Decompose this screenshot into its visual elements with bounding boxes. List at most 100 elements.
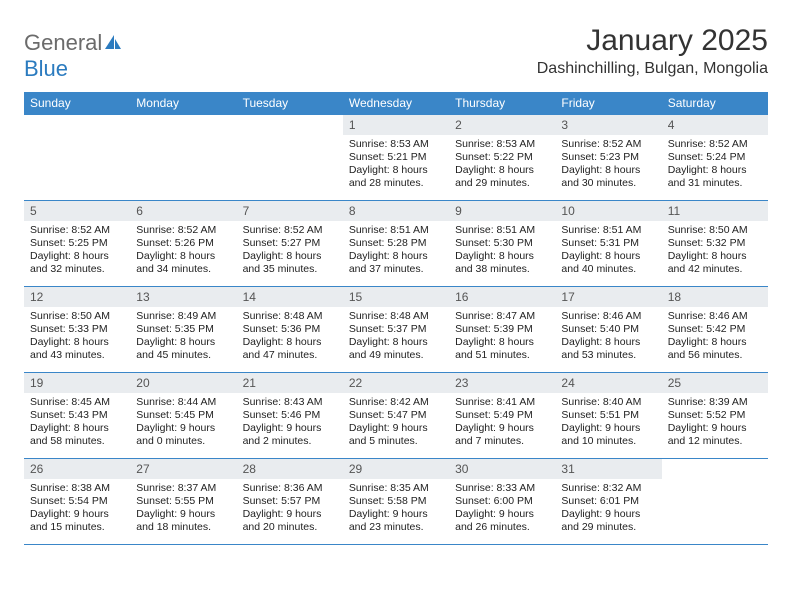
- daylight-text-1: Daylight: 9 hours: [668, 422, 762, 435]
- calendar-day-cell: 3Sunrise: 8:52 AMSunset: 5:23 PMDaylight…: [555, 115, 661, 201]
- sunrise-text: Sunrise: 8:33 AM: [455, 482, 549, 495]
- daylight-text-2: and 45 minutes.: [136, 349, 230, 362]
- sunset-text: Sunset: 6:00 PM: [455, 495, 549, 508]
- day-info: Sunrise: 8:52 AMSunset: 5:23 PMDaylight:…: [555, 135, 661, 195]
- calendar-week-row: 26Sunrise: 8:38 AMSunset: 5:54 PMDayligh…: [24, 459, 768, 545]
- daylight-text-2: and 15 minutes.: [30, 521, 124, 534]
- sunrise-text: Sunrise: 8:51 AM: [455, 224, 549, 237]
- day-info: Sunrise: 8:52 AMSunset: 5:25 PMDaylight:…: [24, 221, 130, 281]
- calendar-week-row: 5Sunrise: 8:52 AMSunset: 5:25 PMDaylight…: [24, 201, 768, 287]
- day-number: 26: [24, 459, 130, 479]
- daylight-text-1: Daylight: 8 hours: [30, 250, 124, 263]
- sunrise-text: Sunrise: 8:45 AM: [30, 396, 124, 409]
- calendar-day-cell: 8Sunrise: 8:51 AMSunset: 5:28 PMDaylight…: [343, 201, 449, 287]
- calendar-day-cell: 1Sunrise: 8:53 AMSunset: 5:21 PMDaylight…: [343, 115, 449, 201]
- calendar-day-cell: 29Sunrise: 8:35 AMSunset: 5:58 PMDayligh…: [343, 459, 449, 545]
- day-info: Sunrise: 8:53 AMSunset: 5:21 PMDaylight:…: [343, 135, 449, 195]
- day-info: Sunrise: 8:51 AMSunset: 5:30 PMDaylight:…: [449, 221, 555, 281]
- sunrise-text: Sunrise: 8:46 AM: [561, 310, 655, 323]
- calendar-day-cell: [130, 115, 236, 201]
- day-number: 16: [449, 287, 555, 307]
- sunset-text: Sunset: 5:52 PM: [668, 409, 762, 422]
- day-number: 21: [237, 373, 343, 393]
- daylight-text-1: Daylight: 8 hours: [455, 336, 549, 349]
- daylight-text-2: and 32 minutes.: [30, 263, 124, 276]
- weekday-header: Wednesday: [343, 92, 449, 115]
- calendar-day-cell: 23Sunrise: 8:41 AMSunset: 5:49 PMDayligh…: [449, 373, 555, 459]
- day-number: 27: [130, 459, 236, 479]
- sunset-text: Sunset: 5:51 PM: [561, 409, 655, 422]
- sunset-text: Sunset: 5:54 PM: [30, 495, 124, 508]
- sunrise-text: Sunrise: 8:41 AM: [455, 396, 549, 409]
- sunset-text: Sunset: 6:01 PM: [561, 495, 655, 508]
- calendar-day-cell: [237, 115, 343, 201]
- calendar-day-cell: [662, 459, 768, 545]
- day-number: 29: [343, 459, 449, 479]
- weekday-header: Saturday: [662, 92, 768, 115]
- day-info: Sunrise: 8:48 AMSunset: 5:37 PMDaylight:…: [343, 307, 449, 367]
- calendar-page: General Blue January 2025 Dashinchilling…: [0, 0, 792, 545]
- sunset-text: Sunset: 5:47 PM: [349, 409, 443, 422]
- daylight-text-2: and 42 minutes.: [668, 263, 762, 276]
- calendar-day-cell: 2Sunrise: 8:53 AMSunset: 5:22 PMDaylight…: [449, 115, 555, 201]
- calendar-day-cell: 6Sunrise: 8:52 AMSunset: 5:26 PMDaylight…: [130, 201, 236, 287]
- daylight-text-2: and 0 minutes.: [136, 435, 230, 448]
- daylight-text-1: Daylight: 8 hours: [136, 250, 230, 263]
- calendar-day-cell: 20Sunrise: 8:44 AMSunset: 5:45 PMDayligh…: [130, 373, 236, 459]
- day-number: 15: [343, 287, 449, 307]
- day-number: 18: [662, 287, 768, 307]
- sunrise-text: Sunrise: 8:32 AM: [561, 482, 655, 495]
- daylight-text-1: Daylight: 8 hours: [136, 336, 230, 349]
- day-number: 11: [662, 201, 768, 221]
- calendar-day-cell: 28Sunrise: 8:36 AMSunset: 5:57 PMDayligh…: [237, 459, 343, 545]
- daylight-text-1: Daylight: 9 hours: [349, 508, 443, 521]
- sunset-text: Sunset: 5:49 PM: [455, 409, 549, 422]
- day-number: 31: [555, 459, 661, 479]
- sunrise-text: Sunrise: 8:50 AM: [30, 310, 124, 323]
- sunrise-text: Sunrise: 8:49 AM: [136, 310, 230, 323]
- title-block: January 2025 Dashinchilling, Bulgan, Mon…: [537, 24, 768, 78]
- weekday-header: Friday: [555, 92, 661, 115]
- daylight-text-2: and 53 minutes.: [561, 349, 655, 362]
- day-info: Sunrise: 8:39 AMSunset: 5:52 PMDaylight:…: [662, 393, 768, 453]
- day-info: Sunrise: 8:37 AMSunset: 5:55 PMDaylight:…: [130, 479, 236, 539]
- daylight-text-1: Daylight: 9 hours: [243, 508, 337, 521]
- sunset-text: Sunset: 5:40 PM: [561, 323, 655, 336]
- page-title: January 2025: [537, 24, 768, 58]
- daylight-text-1: Daylight: 8 hours: [30, 336, 124, 349]
- daylight-text-1: Daylight: 8 hours: [561, 336, 655, 349]
- sunrise-text: Sunrise: 8:50 AM: [668, 224, 762, 237]
- daylight-text-2: and 35 minutes.: [243, 263, 337, 276]
- daylight-text-1: Daylight: 8 hours: [561, 164, 655, 177]
- sunrise-text: Sunrise: 8:42 AM: [349, 396, 443, 409]
- calendar-day-cell: 27Sunrise: 8:37 AMSunset: 5:55 PMDayligh…: [130, 459, 236, 545]
- sunset-text: Sunset: 5:33 PM: [30, 323, 124, 336]
- day-info: Sunrise: 8:52 AMSunset: 5:27 PMDaylight:…: [237, 221, 343, 281]
- sunrise-text: Sunrise: 8:53 AM: [455, 138, 549, 151]
- calendar-day-cell: 16Sunrise: 8:47 AMSunset: 5:39 PMDayligh…: [449, 287, 555, 373]
- daylight-text-1: Daylight: 8 hours: [455, 164, 549, 177]
- daylight-text-1: Daylight: 8 hours: [243, 336, 337, 349]
- sunset-text: Sunset: 5:39 PM: [455, 323, 549, 336]
- day-number: 23: [449, 373, 555, 393]
- day-number: 25: [662, 373, 768, 393]
- day-number: 7: [237, 201, 343, 221]
- day-info: Sunrise: 8:53 AMSunset: 5:22 PMDaylight:…: [449, 135, 555, 195]
- weekday-header: Thursday: [449, 92, 555, 115]
- header: General Blue January 2025 Dashinchilling…: [24, 24, 768, 82]
- daylight-text-1: Daylight: 9 hours: [136, 422, 230, 435]
- sunrise-text: Sunrise: 8:52 AM: [30, 224, 124, 237]
- location-subtitle: Dashinchilling, Bulgan, Mongolia: [537, 60, 768, 78]
- daylight-text-2: and 7 minutes.: [455, 435, 549, 448]
- calendar-day-cell: 21Sunrise: 8:43 AMSunset: 5:46 PMDayligh…: [237, 373, 343, 459]
- sunset-text: Sunset: 5:28 PM: [349, 237, 443, 250]
- weekday-header: Sunday: [24, 92, 130, 115]
- sail-icon: [104, 34, 122, 55]
- logo-text: General Blue: [24, 30, 122, 82]
- daylight-text-2: and 56 minutes.: [668, 349, 762, 362]
- day-info: Sunrise: 8:52 AMSunset: 5:26 PMDaylight:…: [130, 221, 236, 281]
- sunset-text: Sunset: 5:35 PM: [136, 323, 230, 336]
- daylight-text-2: and 26 minutes.: [455, 521, 549, 534]
- daylight-text-1: Daylight: 8 hours: [349, 250, 443, 263]
- day-info: Sunrise: 8:33 AMSunset: 6:00 PMDaylight:…: [449, 479, 555, 539]
